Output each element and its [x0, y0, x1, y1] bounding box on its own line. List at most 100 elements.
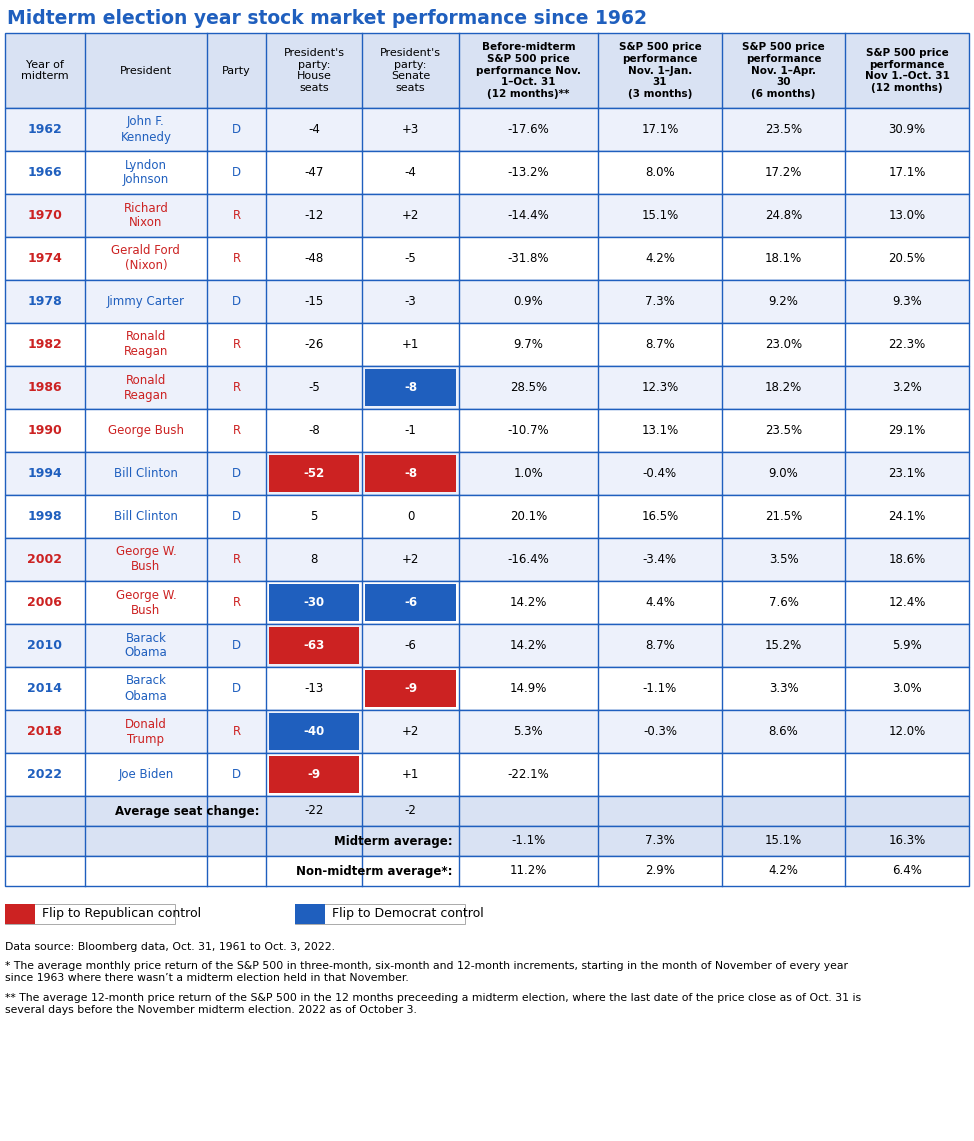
Text: 29.1%: 29.1% — [888, 424, 926, 437]
Text: 24.8%: 24.8% — [765, 209, 803, 222]
Text: -1: -1 — [404, 424, 417, 437]
Text: 1998: 1998 — [27, 510, 62, 523]
Text: -10.7%: -10.7% — [507, 424, 549, 437]
Bar — [5, 194, 969, 237]
Bar — [295, 904, 465, 924]
Bar — [5, 408, 969, 452]
Text: -31.8%: -31.8% — [507, 252, 549, 265]
Text: -0.4%: -0.4% — [643, 467, 677, 480]
Text: 2006: 2006 — [27, 596, 62, 609]
Text: 12.4%: 12.4% — [888, 596, 926, 609]
Text: 8.7%: 8.7% — [645, 639, 675, 652]
Bar — [5, 452, 969, 495]
Text: S&P 500 price
performance
Nov. 1–Apr.
30
(6 months): S&P 500 price performance Nov. 1–Apr. 30… — [742, 42, 825, 99]
Bar — [269, 713, 359, 750]
Bar — [365, 455, 456, 492]
Text: 3.3%: 3.3% — [768, 682, 799, 695]
Text: -8: -8 — [404, 467, 417, 480]
Bar — [5, 710, 969, 753]
Bar — [5, 904, 35, 924]
Text: George Bush: George Bush — [108, 424, 184, 437]
Text: -2: -2 — [404, 804, 417, 817]
Text: D: D — [232, 123, 242, 136]
Text: Donald
Trump: Donald Trump — [125, 718, 167, 745]
Text: 2014: 2014 — [27, 682, 62, 695]
Bar — [5, 753, 969, 796]
Text: -6: -6 — [404, 639, 417, 652]
Text: -26: -26 — [305, 338, 323, 351]
Text: R: R — [233, 596, 241, 609]
Text: Party: Party — [222, 65, 251, 75]
Text: 1982: 1982 — [27, 338, 62, 351]
Text: 15.2%: 15.2% — [765, 639, 803, 652]
Text: 1978: 1978 — [27, 296, 62, 308]
Text: -30: -30 — [304, 596, 324, 609]
Text: Joe Biden: Joe Biden — [118, 768, 173, 780]
Text: D: D — [232, 165, 242, 179]
Text: Bill Clinton: Bill Clinton — [114, 467, 178, 480]
Text: * The average monthly price return of the S&P 500 in three-month, six-month and : * The average monthly price return of th… — [5, 961, 848, 982]
Text: 14.2%: 14.2% — [509, 639, 547, 652]
Text: 0.9%: 0.9% — [513, 296, 543, 308]
Text: 11.2%: 11.2% — [509, 865, 547, 877]
Bar — [365, 670, 456, 707]
Text: 3.5%: 3.5% — [768, 553, 799, 566]
Text: 18.6%: 18.6% — [888, 553, 926, 566]
Text: Flip to Republican control: Flip to Republican control — [42, 907, 201, 921]
Text: R: R — [233, 381, 241, 394]
Text: -1.1%: -1.1% — [511, 834, 545, 848]
Text: 16.5%: 16.5% — [641, 510, 679, 523]
Text: 14.2%: 14.2% — [509, 596, 547, 609]
Text: R: R — [233, 252, 241, 265]
Text: 4.2%: 4.2% — [768, 865, 799, 877]
Text: -48: -48 — [305, 252, 323, 265]
Text: S&P 500 price
performance
Nov. 1–Jan.
31
(3 months): S&P 500 price performance Nov. 1–Jan. 31… — [618, 42, 701, 99]
Text: 14.9%: 14.9% — [509, 682, 547, 695]
Text: 9.0%: 9.0% — [768, 467, 799, 480]
Text: 21.5%: 21.5% — [765, 510, 803, 523]
Text: 9.2%: 9.2% — [768, 296, 799, 308]
Text: Flip to Democrat control: Flip to Democrat control — [332, 907, 484, 921]
Bar — [5, 624, 969, 667]
Text: 1966: 1966 — [27, 165, 62, 179]
Bar — [5, 826, 969, 856]
Text: 23.0%: 23.0% — [765, 338, 803, 351]
Text: 8.7%: 8.7% — [645, 338, 675, 351]
Text: 9.7%: 9.7% — [513, 338, 543, 351]
Text: 12.0%: 12.0% — [888, 725, 926, 738]
Text: 4.2%: 4.2% — [645, 252, 675, 265]
Text: Year of
midterm: Year of midterm — [21, 59, 68, 81]
Text: 18.2%: 18.2% — [765, 381, 803, 394]
Text: R: R — [233, 553, 241, 566]
Text: -5: -5 — [404, 252, 416, 265]
Text: -5: -5 — [308, 381, 320, 394]
Text: -4: -4 — [404, 165, 417, 179]
Text: -6: -6 — [404, 596, 417, 609]
Text: 8: 8 — [311, 553, 318, 566]
Text: -15: -15 — [305, 296, 323, 308]
Text: Ronald
Reagan: Ronald Reagan — [124, 331, 169, 358]
Text: 5: 5 — [311, 510, 318, 523]
Text: 0: 0 — [407, 510, 414, 523]
Text: 13.0%: 13.0% — [888, 209, 925, 222]
Text: -63: -63 — [304, 639, 324, 652]
Text: -3.4%: -3.4% — [643, 553, 677, 566]
Text: George W.
Bush: George W. Bush — [116, 545, 176, 574]
Text: -1.1%: -1.1% — [643, 682, 677, 695]
Text: 20.5%: 20.5% — [888, 252, 925, 265]
Text: R: R — [233, 209, 241, 222]
Bar — [269, 584, 359, 621]
Text: -3: -3 — [404, 296, 416, 308]
Text: D: D — [232, 296, 242, 308]
Text: 3.2%: 3.2% — [892, 381, 922, 394]
Bar — [5, 539, 969, 581]
Text: 2.9%: 2.9% — [645, 865, 675, 877]
Text: +2: +2 — [402, 209, 419, 222]
Text: President: President — [120, 65, 172, 75]
Text: +3: +3 — [402, 123, 419, 136]
Text: R: R — [233, 424, 241, 437]
Text: -47: -47 — [305, 165, 323, 179]
Text: 1970: 1970 — [27, 209, 62, 222]
Text: 17.1%: 17.1% — [888, 165, 926, 179]
Bar — [5, 108, 969, 151]
